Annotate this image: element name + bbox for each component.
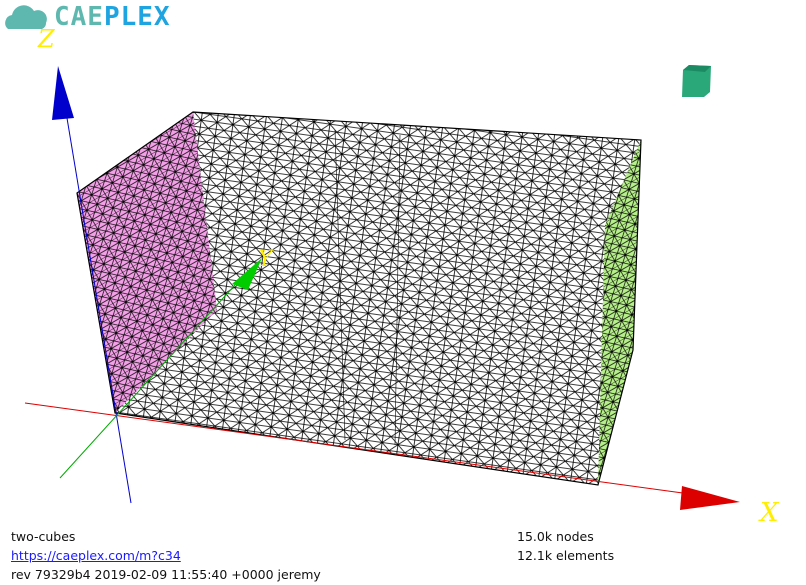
element-count: 12.1k elements (517, 548, 615, 563)
x-axis-line (24, 402, 691, 495)
z-axis-label: Z (37, 25, 56, 53)
caeplex-logo[interactable]: CAEPLEX (4, 2, 171, 32)
cloud-icon (5, 5, 47, 29)
logo-text-cae: CAE (54, 2, 104, 32)
inner-interface-2 (394, 134, 401, 446)
mesh-stats: 15.0k nodes 12.1k elements (517, 527, 614, 565)
logo-text-plex: PLEX (103, 2, 171, 32)
y-axis-line (59, 284, 236, 479)
node-count: 15.0k nodes (517, 529, 594, 544)
model-revision: rev 79329b4 2019-02-09 11:55:40 +0000 je… (11, 567, 321, 582)
x-axis-arrow-icon (680, 486, 740, 510)
model-name: two-cubes (11, 529, 76, 544)
face-left-mesh (77, 112, 217, 413)
face-right-mesh (598, 140, 641, 485)
inner-interface (334, 129, 346, 441)
z-axis-arrow-icon (52, 66, 74, 120)
mesh-box[interactable] (76, 111, 642, 486)
y-axis-arrow-icon (232, 258, 262, 290)
view-cube[interactable] (682, 65, 711, 97)
box-outline (76, 111, 642, 486)
axes-triad: X Y Z (24, 25, 780, 528)
model-link[interactable]: https://caeplex.com/m?c34 (11, 548, 181, 563)
x-axis-label: X (758, 498, 780, 528)
y-axis-label: Y (258, 247, 275, 272)
z-axis-line (63, 99, 132, 504)
model-info: two-cubes https://caeplex.com/m?c34 rev … (11, 527, 321, 584)
face-top (77, 112, 641, 225)
